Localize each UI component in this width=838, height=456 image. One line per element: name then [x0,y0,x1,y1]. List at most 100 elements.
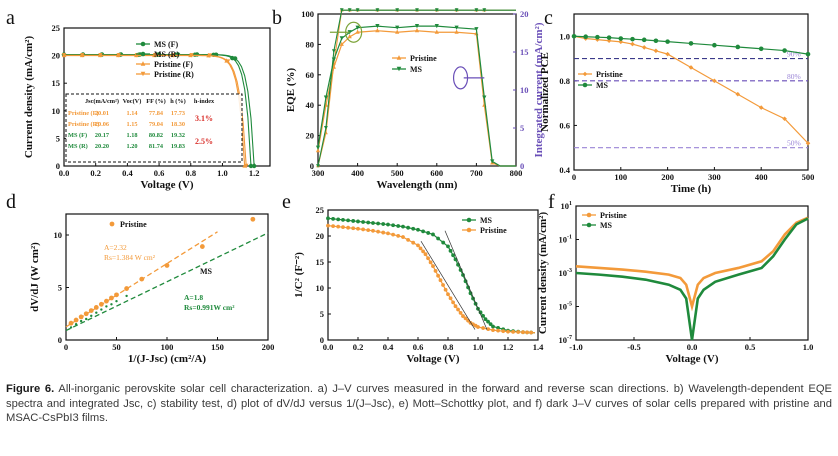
ms-marker [483,317,488,322]
data-point-pristine [104,298,109,304]
table-cell: 17.73 [171,110,185,117]
ms-marker [496,325,500,330]
eqe-marker [315,145,321,150]
x-tick-label: 1.2 [503,342,514,352]
table-cell: 19.32 [171,132,185,139]
data-point-ms [105,305,108,308]
ms-marker [431,232,435,237]
ms-marker [326,223,330,228]
y-tick-label: 20 [52,51,61,61]
data-point-ms [100,308,103,311]
x-tick-label: 0.4 [383,342,394,352]
eqe-marker [339,41,344,46]
y-tick-label: 10 [54,230,63,240]
y-axis-label: 1/C² (F⁻²) [293,252,305,298]
x-axis-label: Voltage (V) [406,353,459,365]
panel-letter-b: b [272,7,282,29]
ms-marker [396,224,401,228]
legend-label-b: MS [410,65,423,74]
table-cell: 20.01 [95,110,109,117]
integrated-marker [324,126,328,130]
eqe-marker [482,95,487,100]
panel-f: f -1.0 -0.5 0.0 0.5 1.0 10-7 10-5 10-3 10-1 101 Vol… [537,191,813,365]
ms-marker [371,221,375,225]
ms-marker [351,219,356,223]
y-tick-label: 10 [52,106,61,116]
jv-marker [116,53,121,58]
stability-marker [688,41,694,46]
annotation-text: A=1.8 [184,293,203,302]
ms-marker [346,225,350,230]
ms-marker [346,218,350,223]
y-tick-label: 5 [58,283,62,293]
legend-label-a: Pristine (F) [154,60,193,69]
y-tick-label: 10-1 [559,235,573,245]
data-point-pristine [199,244,205,249]
table-row-label: Pristine (R) [68,121,99,128]
x-tick-label: 0.0 [323,342,334,352]
ms-marker [441,240,446,245]
stability-marker [712,42,717,48]
y-tick-label: 101 [561,201,573,211]
x-tick-label: 0.8 [185,168,196,178]
data-point-ms [95,311,98,314]
panel-letter-a: a [6,7,15,29]
integrated-marker [395,8,400,13]
eqe-curve-1 [317,25,516,167]
legend-marker [140,41,146,47]
y-tick-label: 60 [306,70,315,80]
ms-marker [386,231,390,236]
legend-label-e: MS [480,216,493,225]
ms-marker [443,287,448,292]
jv-marker [207,53,212,58]
legend-marker [586,222,592,228]
y-tick-label: 0.6 [559,120,570,130]
legend-label-a: Pristine (R) [154,70,194,79]
eqe-marker [339,36,344,41]
ms-marker [356,219,360,224]
panel-e: e 0.0 0.2 0.4 0.6 0.8 1.0 1.2 1.4 0 5 10 15 20 25 Volta… [282,191,544,365]
y-tick-label: 25 [52,23,61,33]
eqe-marker [434,24,439,29]
y2-tick-label: 20 [520,9,529,19]
data-point-ms [125,294,128,298]
integrated-marker [347,8,352,13]
ms-marker [421,249,425,254]
table-header: Jsc(mA/cm²) [85,98,119,105]
ms-marker [396,233,401,238]
x-axis-label: Time (h) [671,183,712,195]
table-cell: 19.83 [171,143,185,150]
x-tick-label: 600 [430,168,443,178]
stability-marker [805,140,811,146]
ms-marker [361,220,365,224]
ms-marker [428,260,433,265]
panel-letter-c: c [544,7,553,29]
ms-marker [356,226,360,231]
integrated-marker [339,8,344,13]
stability-marker [630,36,635,42]
panel-d: d 0 50 100 150 200 0 5 10 1/(J-Jsc) (cm²/A) dV/dJ … [6,191,274,365]
legend-label-f: Pristine [600,211,627,220]
y-tick-label: 1.0 [559,31,570,41]
ms-marker [336,224,341,229]
table-cell: 20.20 [95,143,109,150]
figure-panels: a0.0 0.2 0.4 0.6 0.8 1.0 1.20510152025Voltage … [6,7,814,365]
x-tick-label: 0.2 [90,168,101,178]
data-point-ms [90,314,93,318]
table-cell: 79.04 [149,121,164,128]
stability-marker [712,78,717,84]
ms-marker [376,221,380,226]
y-tick-label: 10-3 [559,268,573,278]
ms-marker [516,330,521,334]
y-tick-label: 0 [56,161,60,171]
eqe-marker [414,24,420,29]
jv-marker [225,59,231,64]
annotation-text: A=2.32 [104,243,127,252]
plot-frame-b [317,13,517,167]
ms-marker [441,283,445,287]
integrated-marker [434,8,439,13]
legend-marker [396,55,402,60]
y2-tick-label: 0 [520,161,524,171]
legend-label-d: MS [200,267,213,276]
eqe-marker [347,34,352,39]
